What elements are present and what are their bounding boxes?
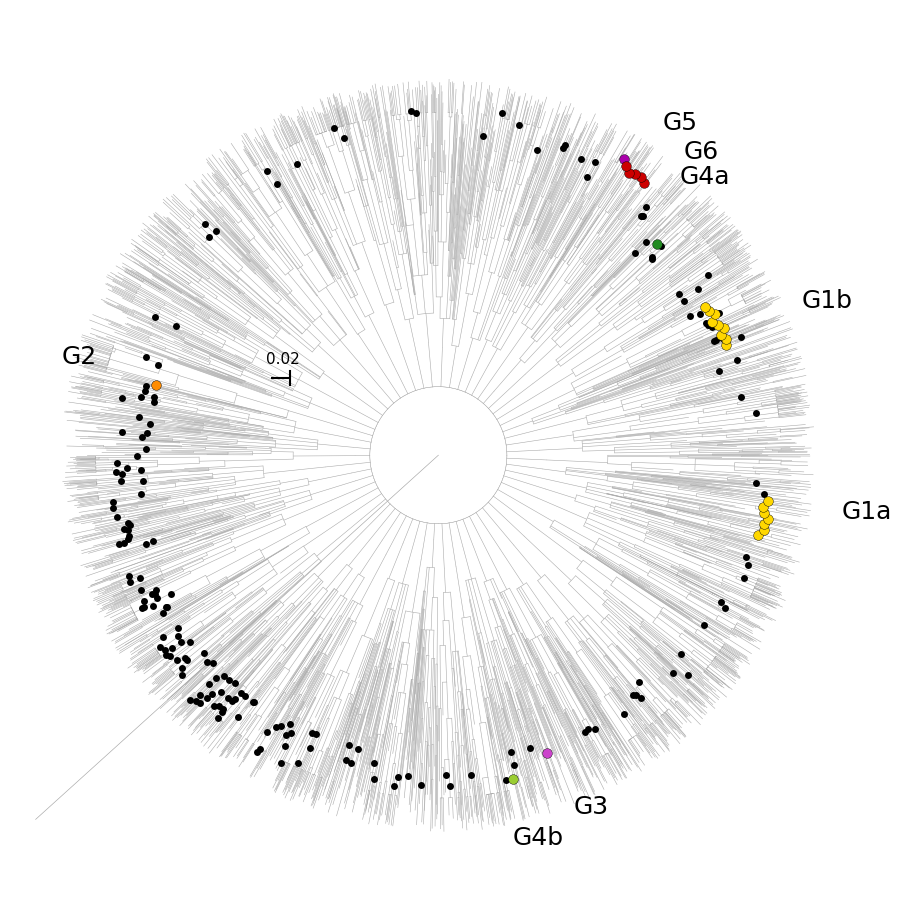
Text: G4a: G4a [680,165,731,189]
Text: 0.02: 0.02 [266,352,301,367]
Text: G4b: G4b [513,826,564,850]
Text: G2: G2 [61,346,96,369]
Text: G5: G5 [662,111,698,135]
Text: G6: G6 [684,141,719,165]
Text: G1b: G1b [801,289,852,313]
Text: G3: G3 [573,795,608,819]
Text: G1a: G1a [842,500,892,524]
